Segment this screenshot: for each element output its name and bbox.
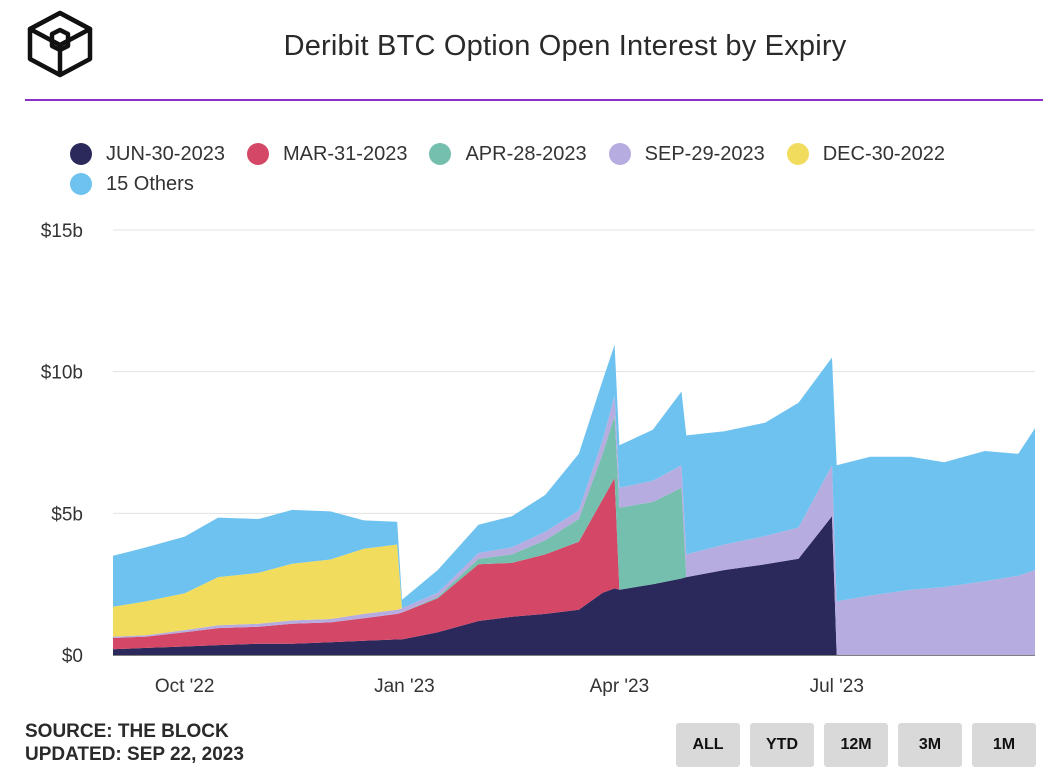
range-buttons: ALL YTD 12M 3M 1M	[676, 723, 1046, 767]
area-series-apr-28-2023	[113, 415, 1035, 655]
legend-item[interactable]: APR-28-2023	[429, 140, 587, 168]
page-title: Deribit BTC Option Open Interest by Expi…	[283, 30, 847, 62]
updated-label: UPDATED: SEP 22, 2023	[25, 744, 244, 765]
legend-swatch	[70, 143, 92, 165]
legend-swatch	[786, 143, 809, 165]
legend-item[interactable]: DEC-30-2022	[786, 140, 946, 168]
range-all-button[interactable]: ALL	[676, 723, 740, 767]
legend-swatch	[429, 143, 452, 165]
legend-item[interactable]: MAR-31-2023	[246, 140, 408, 168]
y-tick-label: $10b	[41, 363, 83, 384]
area-series-sep-29-2023	[113, 395, 1035, 655]
legend-item[interactable]: 15 Others	[70, 170, 194, 198]
stacked-area-chart: $0 $5b $10b $15b Oct '22 Jan '23 Apr '23 Jul '2…	[41, 221, 1035, 697]
range-3m-button[interactable]: 3M	[898, 723, 962, 767]
legend-label: 15 Others	[106, 172, 194, 195]
legend-label: JUN-30-2023	[106, 142, 225, 165]
legend-label: MAR-31-2023	[282, 142, 408, 165]
legend-label: SEP-29-2023	[644, 142, 765, 165]
legend-item[interactable]: SEP-29-2023	[608, 140, 765, 168]
range-12m-button[interactable]: 12M	[824, 723, 888, 767]
y-tick-label: $15b	[41, 221, 83, 242]
x-tick-label: Oct '22	[155, 676, 215, 697]
chart-legend: JUN-30-2023 MAR-31-2023 APR-28-2023 SEP-29-…	[70, 140, 1050, 200]
source-label: SOURCE: THE BLOCK	[25, 721, 229, 742]
legend-label: APR-28-2023	[465, 142, 587, 165]
x-tick-label: Apr '23	[590, 676, 650, 697]
legend-label: DEC-30-2022	[822, 142, 946, 165]
the-block-logo-icon	[27, 10, 93, 78]
legend-item[interactable]: JUN-30-2023	[70, 140, 225, 168]
legend-swatch	[246, 143, 269, 165]
area-series-jun-30-2023	[113, 516, 1035, 655]
title-divider	[25, 99, 1043, 101]
x-tick-label: Jul '23	[810, 676, 864, 697]
range-ytd-button[interactable]: YTD	[750, 723, 814, 767]
y-tick-label: $5b	[51, 504, 83, 525]
legend-swatch	[608, 143, 631, 165]
footer-source: SOURCE: THE BLOCK UPDATED: SEP 22, 2023	[25, 720, 244, 766]
area-series-mar-31-2023	[113, 477, 1035, 655]
area-series-dec-30-2022	[113, 395, 1035, 637]
legend-swatch	[70, 173, 92, 195]
y-tick-label: $0	[62, 646, 83, 667]
area-series-15-others	[113, 344, 1035, 609]
x-tick-label: Jan '23	[374, 676, 435, 697]
range-1m-button[interactable]: 1M	[972, 723, 1036, 767]
